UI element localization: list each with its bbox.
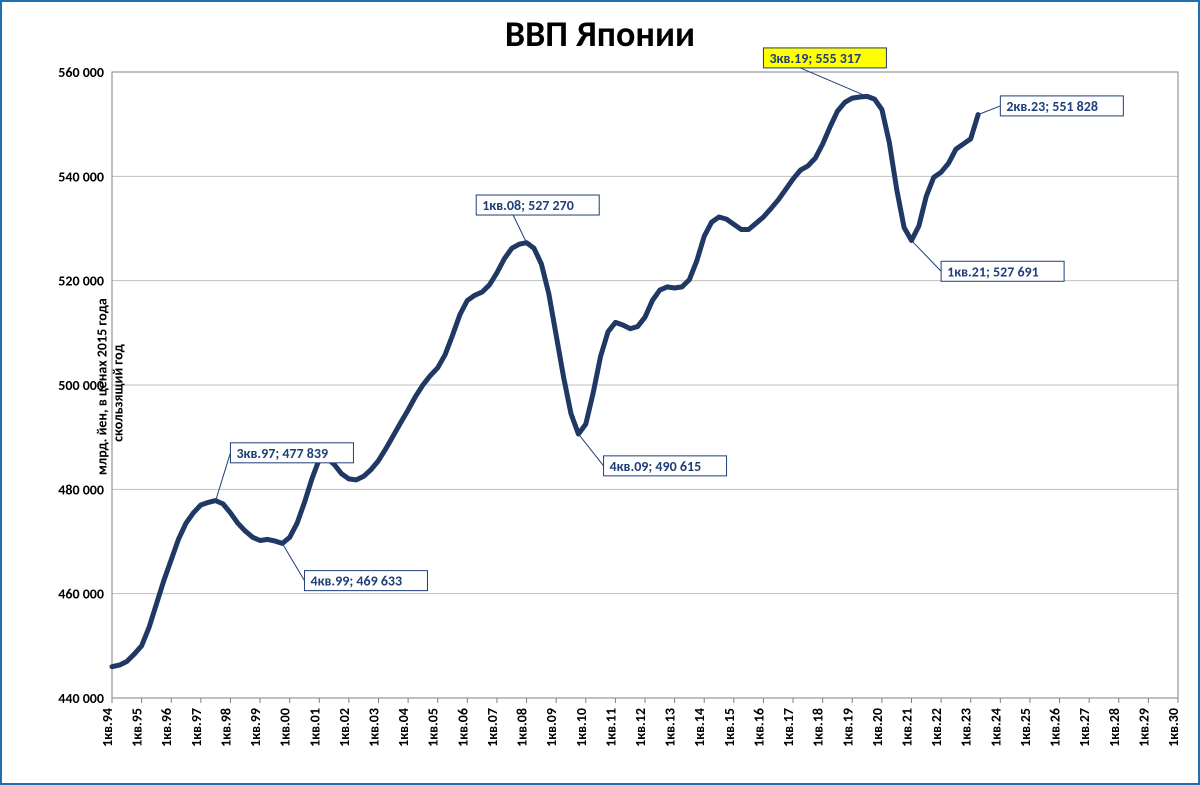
x-tick-label: 1кв.13 xyxy=(662,708,679,747)
x-tick-label: 1кв.15 xyxy=(721,708,738,747)
data-callout-label: 4кв.09; 490 615 xyxy=(610,458,702,475)
x-tick-label: 1кв.10 xyxy=(573,708,590,747)
gdp-line-series xyxy=(112,96,978,666)
data-callout-label: 1кв.08; 527 270 xyxy=(482,197,574,214)
x-tick-label: 1кв.25 xyxy=(1017,708,1034,747)
x-tick-label: 1кв.12 xyxy=(632,708,649,747)
x-tick-label: 1кв.17 xyxy=(780,708,797,747)
x-tick-label: 1кв.24 xyxy=(987,708,1004,747)
x-tick-label: 1кв.18 xyxy=(810,708,827,747)
x-tick-label: 1кв.11 xyxy=(602,708,619,747)
x-tick-label: 1кв.20 xyxy=(869,708,886,747)
x-tick-label: 1кв.22 xyxy=(928,708,945,747)
x-tick-label: 1кв.09 xyxy=(543,708,560,747)
y-tick-label: 520 000 xyxy=(58,273,104,290)
y-axis-label: млрд. йен, в ценах 2015 годаскользящий г… xyxy=(79,298,143,488)
x-tick-label: 1кв.03 xyxy=(366,708,383,747)
x-tick-label: 1кв.30 xyxy=(1165,708,1182,747)
x-tick-label: 1кв.05 xyxy=(425,708,442,747)
x-tick-label: 1кв.06 xyxy=(454,708,471,747)
chart-title: ВВП Японии xyxy=(2,12,1198,56)
data-callout-label: 4кв.99; 469 633 xyxy=(310,573,402,590)
x-tick-label: 1кв.26 xyxy=(1047,708,1064,747)
x-tick-label: 1кв.16 xyxy=(750,708,767,747)
x-tick-label: 1кв.96 xyxy=(158,708,175,747)
x-tick-label: 1кв.28 xyxy=(1106,708,1123,747)
chart-plot: 440 000460 000480 000500 000520 000540 0… xyxy=(2,2,1198,783)
y-tick-label: 440 000 xyxy=(58,690,104,707)
x-tick-label: 1кв.08 xyxy=(514,708,531,747)
x-tick-label: 1кв.04 xyxy=(395,708,412,747)
x-tick-label: 1кв.29 xyxy=(1135,708,1152,747)
x-tick-label: 1кв.14 xyxy=(691,708,708,747)
x-tick-label: 1кв.00 xyxy=(277,708,294,747)
x-tick-label: 1кв.23 xyxy=(958,708,975,747)
x-tick-label: 1кв.01 xyxy=(306,708,323,747)
x-tick-label: 1кв.95 xyxy=(129,708,146,747)
x-tick-label: 1кв.98 xyxy=(217,708,234,747)
x-tick-label: 1кв.19 xyxy=(839,708,856,747)
y-tick-label: 560 000 xyxy=(58,64,104,81)
y-tick-label: 540 000 xyxy=(58,168,104,185)
x-tick-label: 1кв.07 xyxy=(484,708,501,747)
x-tick-label: 1кв.97 xyxy=(188,708,205,747)
x-tick-label: 1кв.27 xyxy=(1076,708,1093,747)
x-tick-label: 1кв.99 xyxy=(247,708,264,747)
data-callout-label: 2кв.23; 551 828 xyxy=(1006,98,1098,115)
y-tick-label: 460 000 xyxy=(58,586,104,603)
x-tick-label: 1кв.02 xyxy=(336,708,353,747)
x-tick-label: 1кв.21 xyxy=(899,708,916,747)
x-tick-label: 1кв.94 xyxy=(99,708,116,747)
chart-frame: ВВП Японии млрд. йен, в ценах 2015 годас… xyxy=(0,0,1200,785)
data-callout-label: 3кв.97; 477 839 xyxy=(236,445,328,462)
data-callout-label: 1кв.21; 527 691 xyxy=(947,263,1039,280)
